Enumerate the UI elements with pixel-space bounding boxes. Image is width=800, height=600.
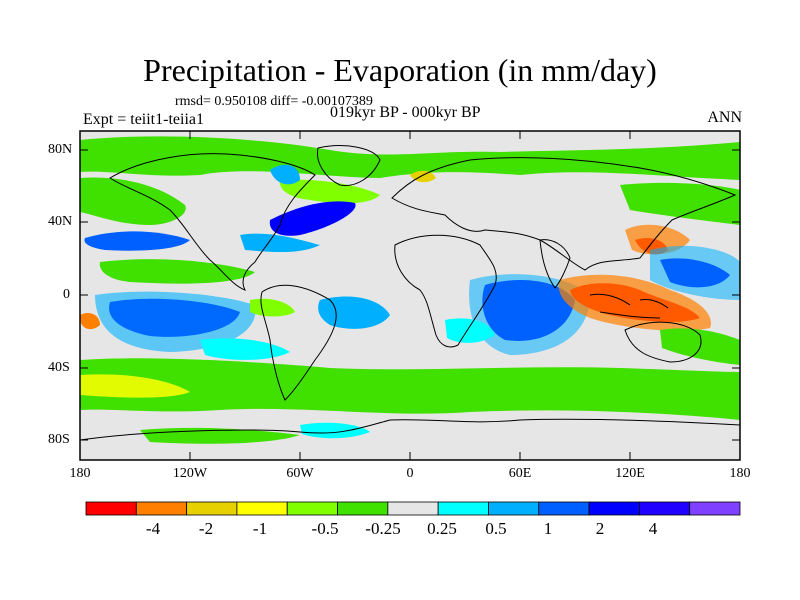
indian-ocean-cyan — [445, 318, 495, 343]
indian-subcontinent-outline — [539, 239, 571, 289]
colorbar-swatch — [387, 501, 439, 516]
x-label-60e: 60E — [508, 466, 532, 481]
colorbar-swatch — [337, 501, 389, 516]
colorbar-label: 0.25 — [427, 519, 457, 538]
y-label-80n: 80N — [48, 142, 73, 157]
colorbar-swatch — [437, 501, 489, 516]
gulf-stream-cyan — [240, 233, 320, 253]
australia-outline — [624, 321, 702, 363]
colorbar-swatch — [236, 501, 288, 516]
y-label-40s: 40S — [48, 360, 70, 375]
colorbar-label: 1 — [543, 519, 553, 538]
colorbar-swatch — [135, 501, 188, 516]
colorbar-swatch — [538, 501, 590, 516]
warm-pool-orange — [558, 274, 711, 331]
experiment-label: Expt = teiit1-teiia1 — [83, 111, 204, 128]
dateline-orange — [80, 313, 100, 330]
europe-asia-outline — [391, 157, 737, 271]
x-label-120w: 120W — [172, 466, 208, 481]
south-pacific-sky — [95, 291, 256, 352]
axis-ticks — [79, 131, 741, 460]
chart-title: Precipitation - Evaporation (in mm/day) — [143, 52, 657, 88]
greenland-outline — [316, 145, 381, 187]
colorbar-label: -2 — [198, 519, 214, 538]
colorbar-swatch — [85, 501, 137, 516]
y-label-80s: 80S — [48, 432, 70, 447]
southern-ocean-yellow — [80, 374, 190, 398]
colorbar-label: -1 — [252, 519, 268, 538]
y-label-40n: 40N — [48, 214, 73, 229]
north-america-outline — [109, 153, 316, 291]
colorbar — [85, 501, 741, 516]
period-label: 019kyr BP - 000kyr BP — [330, 104, 481, 121]
map-field — [80, 131, 740, 460]
mediterranean-yellow — [410, 170, 436, 183]
y-label-0: 0 — [63, 287, 70, 302]
x-label-60w: 60W — [286, 466, 314, 481]
x-label-180w: 180 — [69, 466, 91, 481]
indian-ocean-sky — [469, 274, 590, 355]
colorbar-swatch — [488, 501, 540, 516]
southern-ocean-green — [80, 358, 740, 420]
colorbar-label: 2 — [595, 519, 605, 538]
colorbar-swatch — [689, 501, 741, 516]
x-label-120e: 120E — [615, 466, 645, 481]
colorbar-label: 0.5 — [485, 519, 507, 538]
east-pacific-green — [620, 182, 740, 225]
colorbar-label: -0.25 — [365, 519, 401, 538]
colorbar-label: 4 — [648, 519, 658, 538]
colorbar-label: -4 — [145, 519, 161, 538]
north-atlantic-blue — [269, 201, 356, 236]
colorbar-swatch — [638, 501, 691, 516]
season-label: ANN — [707, 109, 742, 126]
colorbar-swatch — [286, 501, 338, 516]
antarctic-cyan — [300, 422, 370, 439]
south-america-outline — [260, 284, 337, 401]
africa-outline — [394, 234, 497, 348]
west-pacific-sky — [650, 245, 740, 300]
north-pacific-blue — [84, 231, 190, 251]
coastlines — [80, 145, 740, 441]
indonesia-outline — [589, 293, 669, 319]
antarctica-outline — [80, 418, 740, 441]
colorbar-swatch — [588, 501, 640, 516]
x-label-180e: 180 — [729, 466, 751, 481]
north-pacific-green — [80, 177, 186, 225]
labrador-blue — [270, 164, 300, 185]
colorbar-label: -0.5 — [311, 519, 339, 538]
stats-line: rmsd= 0.950108 diff= -0.00107389 — [175, 94, 373, 109]
arctic-green-band — [80, 136, 740, 180]
south-pacific-cyan — [200, 338, 290, 360]
x-label-0: 0 — [406, 466, 414, 481]
colorbar-swatch — [186, 501, 238, 516]
